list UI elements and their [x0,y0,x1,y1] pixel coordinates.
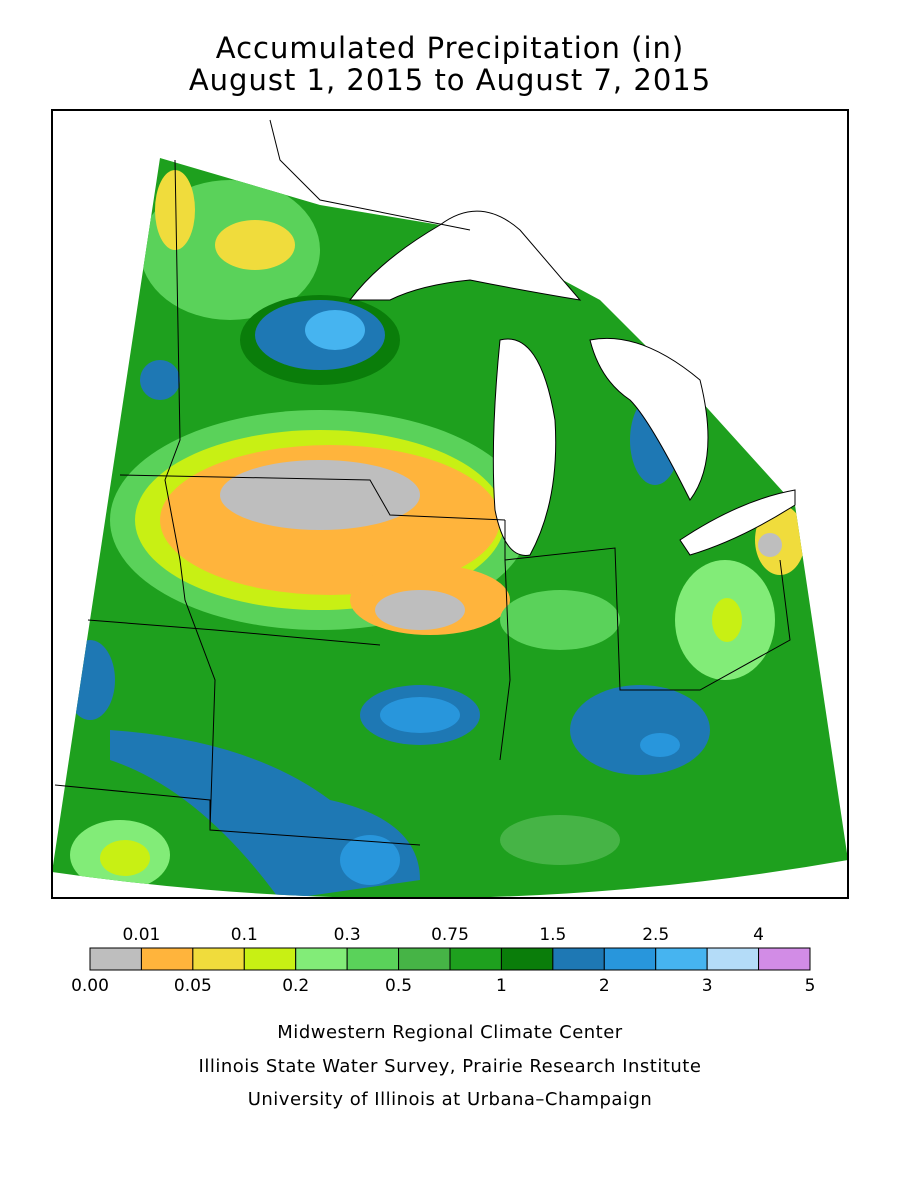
legend-label: 0.5 [385,976,412,996]
legend-label: 0.05 [174,976,212,996]
legend-swatch [758,947,811,971]
legend-swatch [140,947,194,971]
legend-label: 4 [753,925,764,945]
legend-swatch [243,947,297,971]
legend-swatch [346,947,400,971]
legend-label: 0.2 [282,976,309,996]
legend-swatch [603,947,657,971]
legend-label: 0.1 [231,925,258,945]
legend-swatch [655,947,708,971]
title-line: August 1, 2015 to August 7, 2015 [189,63,711,97]
legend-label: 0.00 [71,976,109,996]
legend-swatch [192,947,245,971]
legend-label: 5 [805,976,816,996]
legend-label: 1 [496,976,507,996]
legend-label: 2 [599,976,610,996]
credit: University of Illinois at Urbana–Champai… [248,1089,653,1110]
credit: Illinois State Water Survey, Prairie Res… [199,1056,702,1077]
legend: 0.00 0.01 0.05 0.1 0.2 0.3 0.5 0.75 1 1.5 2 2.5 3 4 5 [71,925,815,996]
legend-label: 0.75 [431,925,469,945]
legend-swatch [89,947,142,971]
legend-label: 1.5 [539,925,566,945]
legend-swatch [449,947,502,971]
credit: Midwestern Regional Climate Center [277,1022,623,1043]
legend-swatch [295,947,348,971]
legend-label: 2.5 [642,925,669,945]
map-frame [51,109,849,899]
title-line: Accumulated Precipitation (in) [216,31,684,65]
legend-label: 0.3 [334,925,361,945]
legend-label: 3 [702,976,713,996]
legend-swatch [398,947,451,971]
legend-label: 0.01 [122,925,160,945]
legend-swatch [500,947,554,971]
legend-swatch [552,947,605,971]
legend-swatch [706,947,760,971]
